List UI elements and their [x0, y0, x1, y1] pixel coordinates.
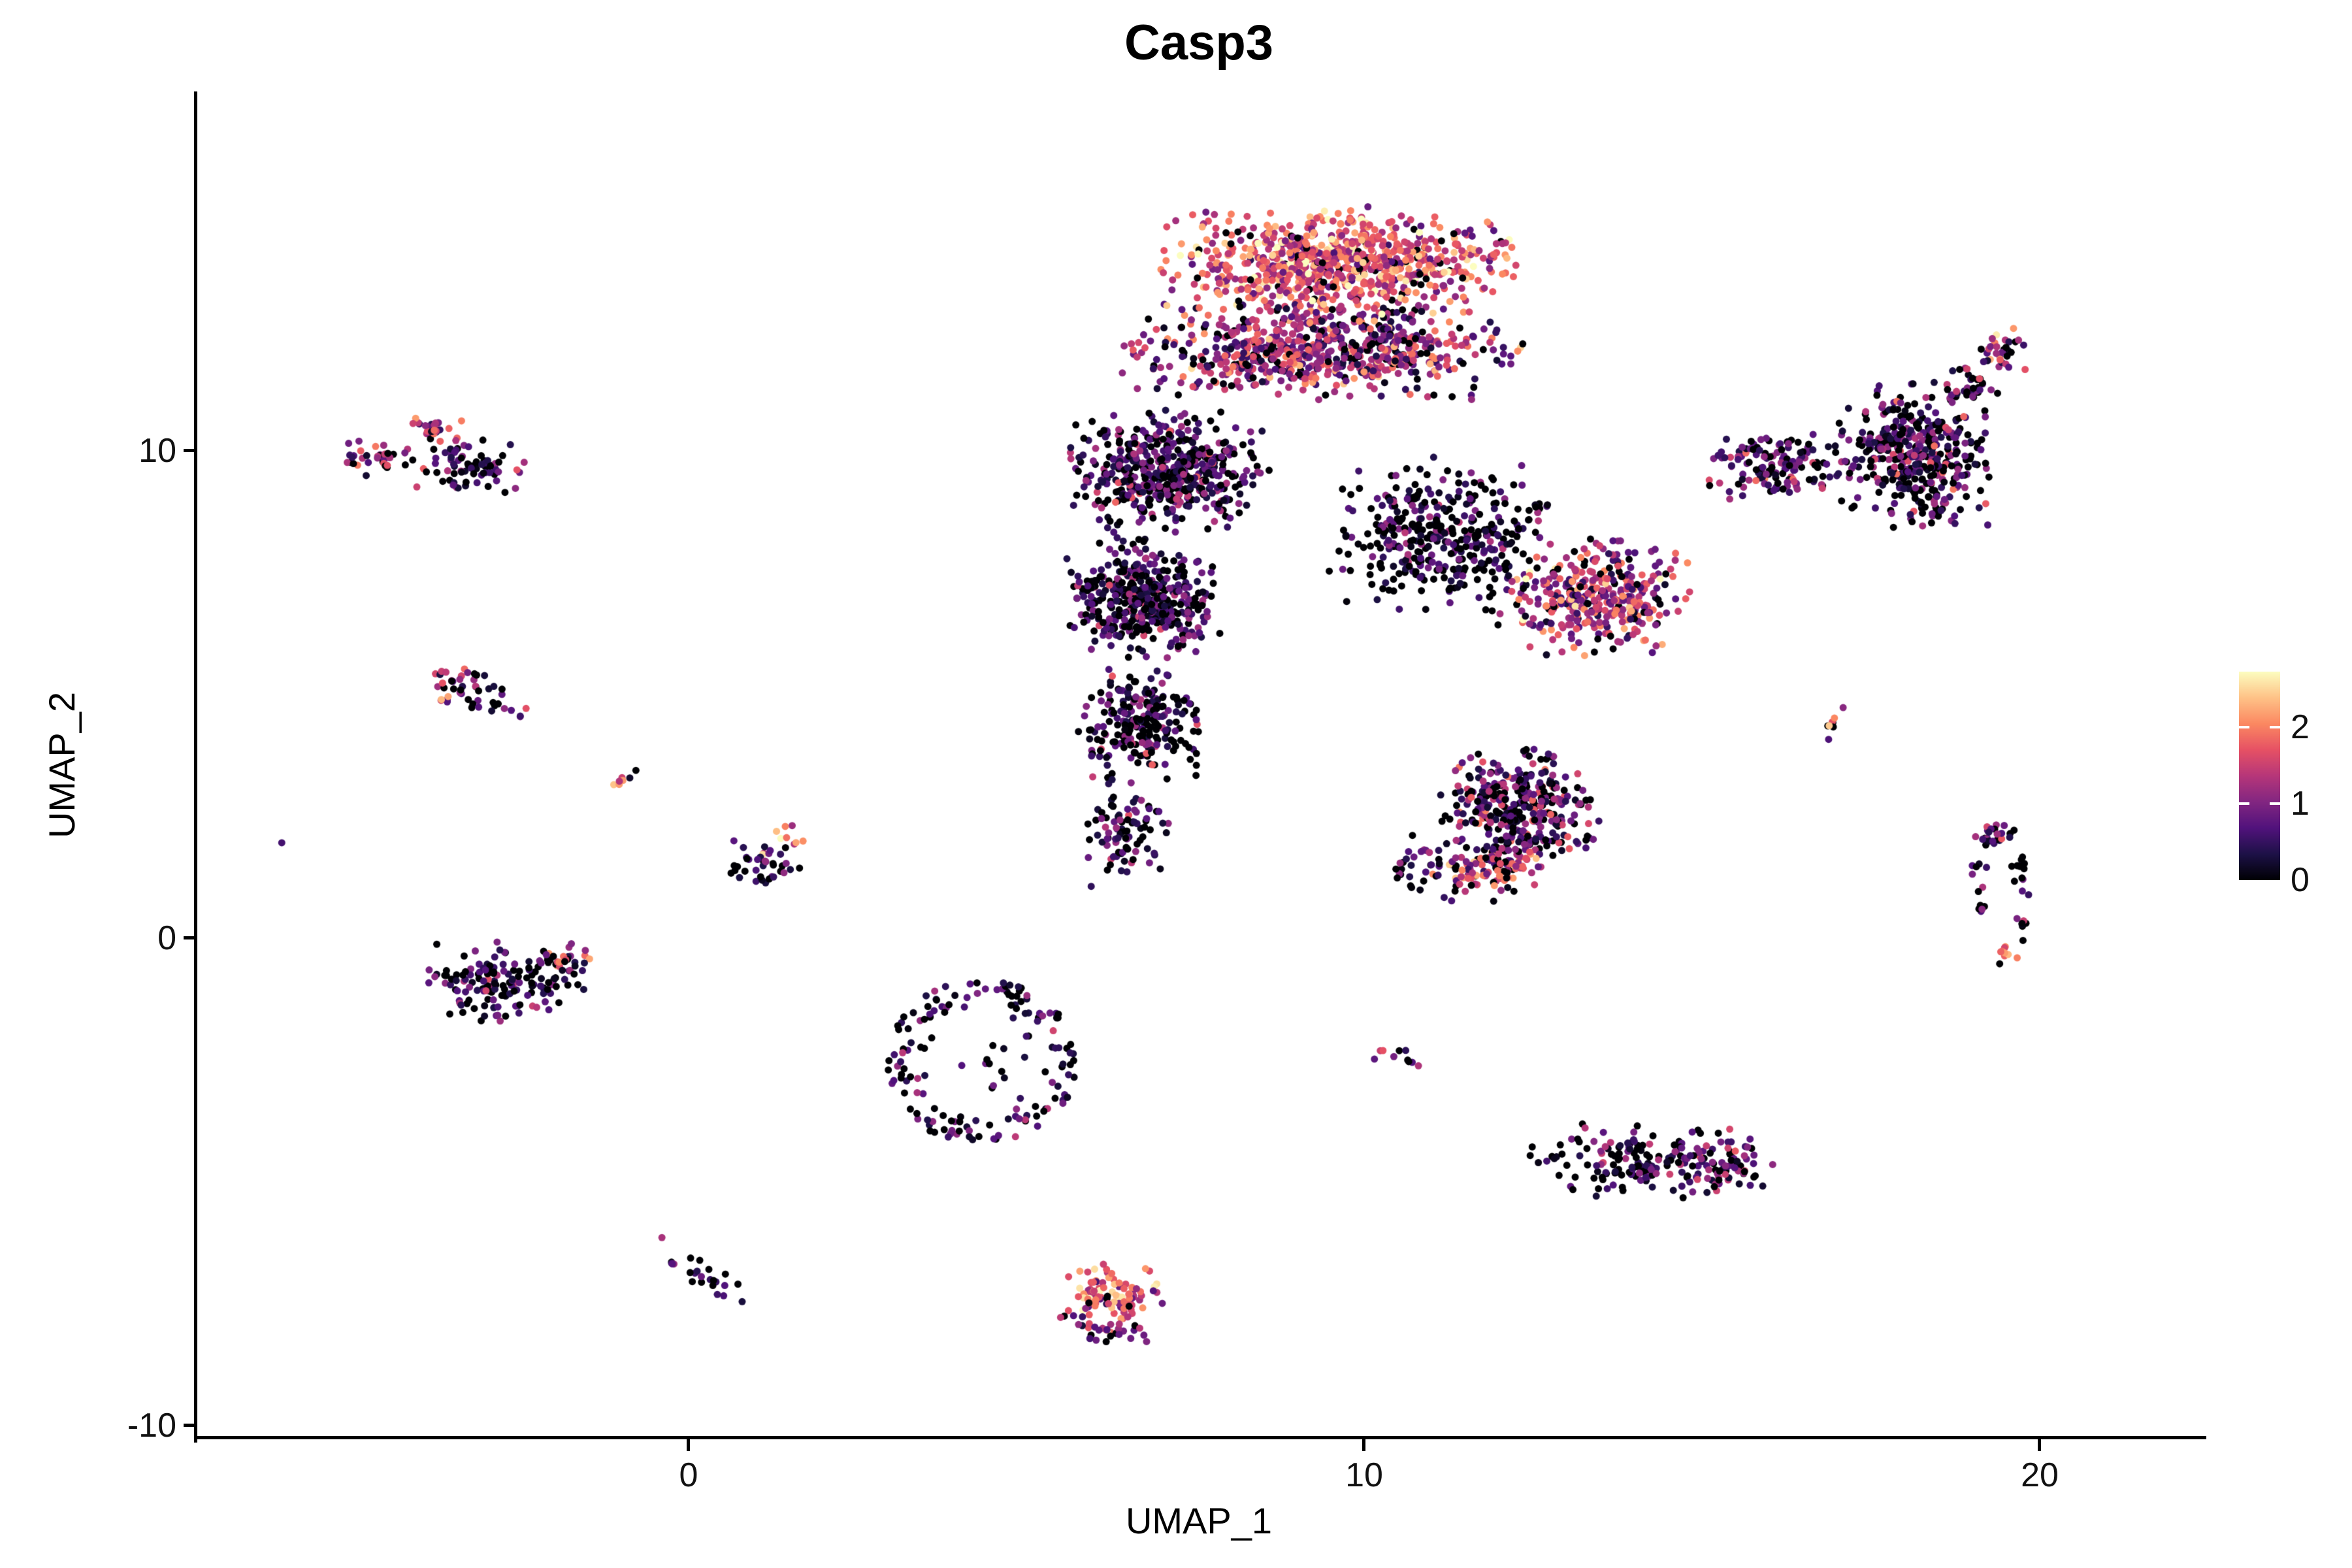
- legend-tick-2-right: [2270, 726, 2280, 728]
- x-tick-mark-20: [2038, 1439, 2041, 1451]
- legend-colorbar: [2239, 672, 2280, 880]
- x-tick-label-0: 0: [679, 1456, 698, 1494]
- legend-tick-1-left: [2239, 802, 2249, 805]
- x-axis-line: [194, 1436, 2206, 1439]
- x-tick-mark-10: [1362, 1439, 1365, 1451]
- y-tick-label-minus10: -10: [127, 1407, 176, 1445]
- legend-tick-1-right: [2270, 802, 2280, 805]
- y-axis-line: [194, 91, 197, 1443]
- plot-title: Casp3: [1124, 15, 1274, 71]
- legend-label-2: 2: [2291, 708, 2310, 746]
- y-tick-label-10: 10: [139, 432, 176, 470]
- y-tick-label-0: 0: [157, 919, 176, 957]
- x-axis-title: UMAP_1: [1125, 1500, 1273, 1541]
- x-tick-label-10: 10: [1345, 1456, 1383, 1494]
- legend-label-1: 1: [2291, 785, 2310, 823]
- x-tick-mark-0: [687, 1439, 690, 1451]
- legend-tick-2-left: [2239, 726, 2249, 728]
- x-tick-label-20: 20: [2021, 1456, 2059, 1494]
- legend-label-0: 0: [2291, 861, 2310, 899]
- y-axis-title: UMAP_2: [41, 691, 82, 839]
- y-tick-mark-10: [184, 449, 195, 452]
- y-tick-mark-0: [184, 936, 195, 939]
- umap-scatter-canvas: [196, 91, 2202, 1439]
- y-tick-mark-minus10: [184, 1424, 195, 1427]
